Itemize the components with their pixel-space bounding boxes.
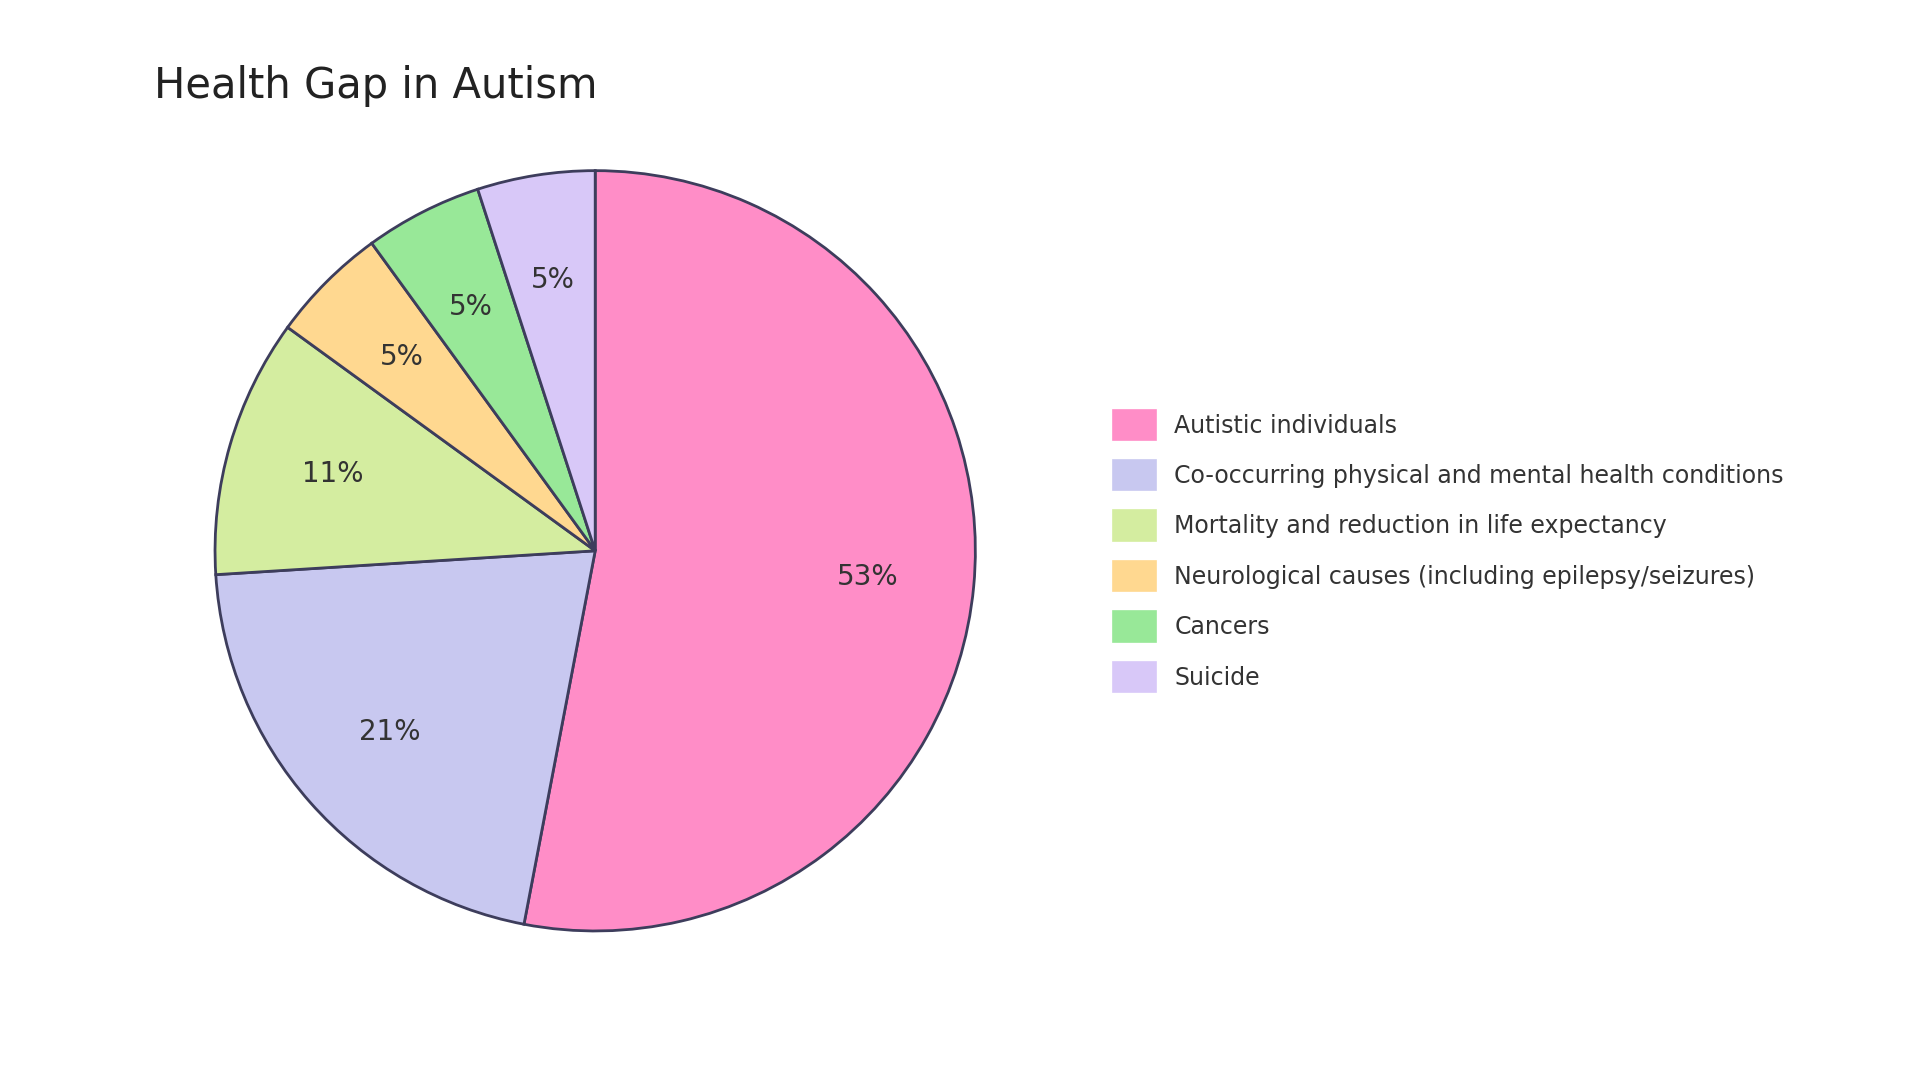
Wedge shape [288,243,595,551]
Text: 5%: 5% [449,293,493,321]
Text: 5%: 5% [380,343,424,372]
Text: Health Gap in Autism: Health Gap in Autism [154,65,597,107]
Text: 5%: 5% [530,267,574,295]
Text: 21%: 21% [359,718,420,746]
Wedge shape [215,327,595,575]
Text: 53%: 53% [837,563,899,591]
Text: 11%: 11% [301,460,363,488]
Wedge shape [372,189,595,551]
Wedge shape [524,171,975,931]
Wedge shape [478,171,595,551]
Wedge shape [215,551,595,924]
Legend: Autistic individuals, Co-occurring physical and mental health conditions, Mortal: Autistic individuals, Co-occurring physi… [1102,397,1795,704]
